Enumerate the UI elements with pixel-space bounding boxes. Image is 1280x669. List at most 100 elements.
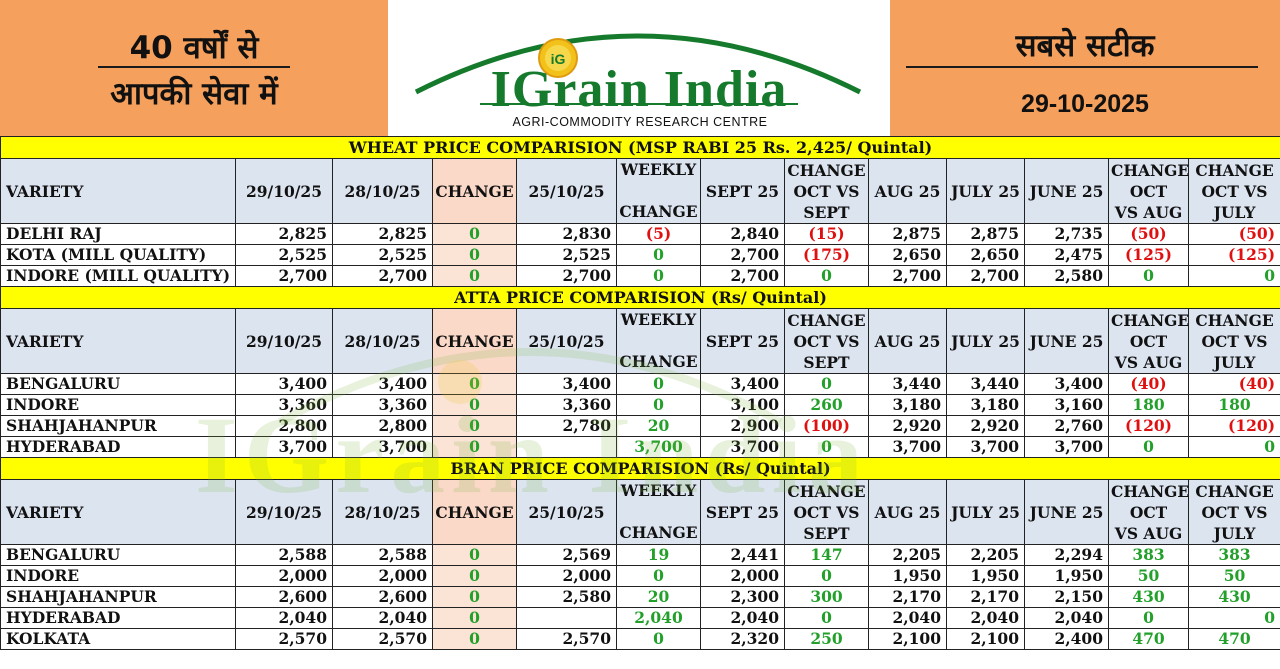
change-oct-vs-sept-cell: 260 <box>784 394 869 416</box>
price-cell: 2,525 <box>516 244 617 266</box>
price-comparison-table: WHEAT PRICE COMPARISION (MSP RABI 25 Rs.… <box>0 136 1280 650</box>
header-right-panel <box>890 0 1280 136</box>
price-cell: 2,800 <box>332 415 433 437</box>
change-oct-vs-aug-cell: (125) <box>1108 244 1189 266</box>
daily-change-cell: 0 <box>432 265 517 287</box>
change-oct-vs-aug-cell: 383 <box>1108 544 1189 566</box>
change-oct-vs-july-cell: 383 <box>1187 544 1280 566</box>
table-row: SHAHJAHANPUR 2,600 2,600 0 2,580 20 2,300 300 2,… <box>0 586 1280 608</box>
price-cell: 2,000 <box>700 565 785 587</box>
weekly-change-cell: 0 <box>616 373 701 395</box>
price-cell: 2,830 <box>516 223 617 245</box>
col-header-date-1: 29/10/25 <box>235 158 333 224</box>
table-row: SHAHJAHANPUR 2,800 2,800 0 2,780 20 2,900 (100)… <box>0 415 1280 437</box>
change-oct-vs-sept-cell: 250 <box>784 628 869 650</box>
price-cell: 1,950 <box>946 565 1025 587</box>
price-cell: 2,569 <box>516 544 617 566</box>
col-header-change-oct-vs-july-line: CHANGE <box>1195 310 1274 330</box>
daily-change-cell: 0 <box>432 244 517 266</box>
col-header-change-oct-vs-aug-line: OCT <box>1129 502 1168 522</box>
change-oct-vs-aug-cell: 0 <box>1108 607 1189 629</box>
col-header-aug: AUG 25 <box>868 158 947 224</box>
price-cell: 2,000 <box>516 565 617 587</box>
change-oct-vs-sept-cell: (175) <box>784 244 869 266</box>
col-header-change-oct-vs-sept-line: CHANGE <box>787 160 866 180</box>
variety-cell: KOTA (MILL QUALITY) <box>0 244 236 266</box>
col-header-change-oct-vs-july-line: JULY <box>1213 352 1256 372</box>
change-oct-vs-july-cell: 470 <box>1187 628 1280 650</box>
section-title-row: BRAN PRICE COMPARISION (Rs/ Quintal) <box>0 457 1280 480</box>
price-cell: 2,580 <box>516 586 617 608</box>
variety-cell: SHAHJAHANPUR <box>0 415 236 437</box>
col-header-date-3: 25/10/25 <box>516 479 617 545</box>
col-header-change-oct-vs-sept-line: CHANGE <box>787 481 866 501</box>
col-header-change-oct-vs-aug-line: CHANGE <box>1111 310 1189 330</box>
report-date: 29-10-2025 <box>1021 90 1149 118</box>
col-header-change-oct-vs-july: CHANGE OCT VS JULY <box>1187 479 1280 545</box>
change-oct-vs-july-cell: 0 <box>1187 265 1280 287</box>
change-oct-vs-sept-cell: (15) <box>784 223 869 245</box>
daily-change-cell: 0 <box>432 628 517 650</box>
change-oct-vs-aug-cell: 430 <box>1108 586 1189 608</box>
price-cell: 3,180 <box>868 394 947 416</box>
price-cell: 2,700 <box>332 265 433 287</box>
col-header-change-oct-vs-aug-line: CHANGE <box>1111 160 1189 180</box>
variety-cell: DELHI RAJ <box>0 223 236 245</box>
logo-arc-icon: iG <box>414 33 862 105</box>
col-header-july: JULY 25 <box>946 479 1025 545</box>
col-header-change-oct-vs-aug-line: OCT <box>1129 331 1168 351</box>
logo-badge-text: iG <box>551 51 566 67</box>
section-title-row: ATTA PRICE COMPARISION (Rs/ Quintal) <box>0 286 1280 309</box>
price-cell: 1,950 <box>868 565 947 587</box>
change-oct-vs-july-cell: 50 <box>1187 565 1280 587</box>
price-cell: 2,525 <box>235 244 333 266</box>
col-header-change-oct-vs-sept: CHANGE OCT VS SEPT <box>784 158 869 224</box>
price-cell: 2,700 <box>700 244 785 266</box>
price-cell: 2,600 <box>332 586 433 608</box>
change-oct-vs-july-cell: (40) <box>1187 373 1280 395</box>
col-header-change-oct-vs-july: CHANGE OCT VS JULY <box>1187 158 1280 224</box>
weekly-change-cell: 0 <box>616 244 701 266</box>
col-header-change-oct-vs-july-line: JULY <box>1213 523 1256 543</box>
table-row: KOLKATA 2,570 2,570 0 2,570 0 2,320 250 2,100 2,1… <box>0 628 1280 650</box>
variety-cell: HYDERABAD <box>0 607 236 629</box>
brand-name: IGrain India <box>490 61 788 118</box>
col-header-date-1: 29/10/25 <box>235 308 333 374</box>
price-cell: 3,700 <box>1024 436 1109 458</box>
col-header-aug: AUG 25 <box>868 479 947 545</box>
col-header-change-oct-vs-sept-line: CHANGE <box>787 310 866 330</box>
table-row: BENGALURU 2,588 2,588 0 2,569 19 2,441 147 2,205… <box>0 544 1280 566</box>
column-header-row: VARIETY 29/10/25 28/10/25 CHANGE 25/10/25 WEE… <box>0 158 1280 224</box>
change-oct-vs-sept-cell: (100) <box>784 415 869 437</box>
change-oct-vs-aug-cell: (50) <box>1108 223 1189 245</box>
price-cell: 2,825 <box>235 223 333 245</box>
col-header-june: JUNE 25 <box>1024 308 1109 374</box>
right-title-underline <box>906 66 1258 68</box>
weekly-label: WEEKLY <box>620 481 697 500</box>
price-cell: 3,400 <box>516 373 617 395</box>
col-header-variety: VARIETY <box>0 158 236 224</box>
change-oct-vs-aug-cell: (120) <box>1108 415 1189 437</box>
weekly-change-cell: (5) <box>616 223 701 245</box>
change-oct-vs-aug-cell: 180 <box>1108 394 1189 416</box>
col-header-change-oct-vs-sept: CHANGE OCT VS SEPT <box>784 479 869 545</box>
daily-change-cell: 0 <box>432 607 517 629</box>
price-cell: 3,440 <box>868 373 947 395</box>
price-cell: 2,320 <box>700 628 785 650</box>
price-cell: 2,650 <box>946 244 1025 266</box>
price-cell: 2,570 <box>235 628 333 650</box>
price-cell: 3,700 <box>235 436 333 458</box>
col-header-date-3: 25/10/25 <box>516 158 617 224</box>
price-cell: 2,000 <box>235 565 333 587</box>
col-header-change-oct-vs-aug-line: VS AUG <box>1114 352 1183 372</box>
price-cell: 2,100 <box>868 628 947 650</box>
col-header-change-oct-vs-aug: CHANGE OCT VS AUG <box>1108 479 1189 545</box>
header-left-panel <box>0 0 388 136</box>
col-header-date-3: 25/10/25 <box>516 308 617 374</box>
weekly-label: WEEKLY <box>620 310 697 329</box>
price-cell: 2,441 <box>700 544 785 566</box>
table-row: KOTA (MILL QUALITY) 2,525 2,525 0 2,525 0 2,70… <box>0 244 1280 266</box>
price-cell: 2,600 <box>235 586 333 608</box>
column-header-row: VARIETY 29/10/25 28/10/25 CHANGE 25/10/25 WEE… <box>0 479 1280 545</box>
price-cell <box>516 436 617 458</box>
